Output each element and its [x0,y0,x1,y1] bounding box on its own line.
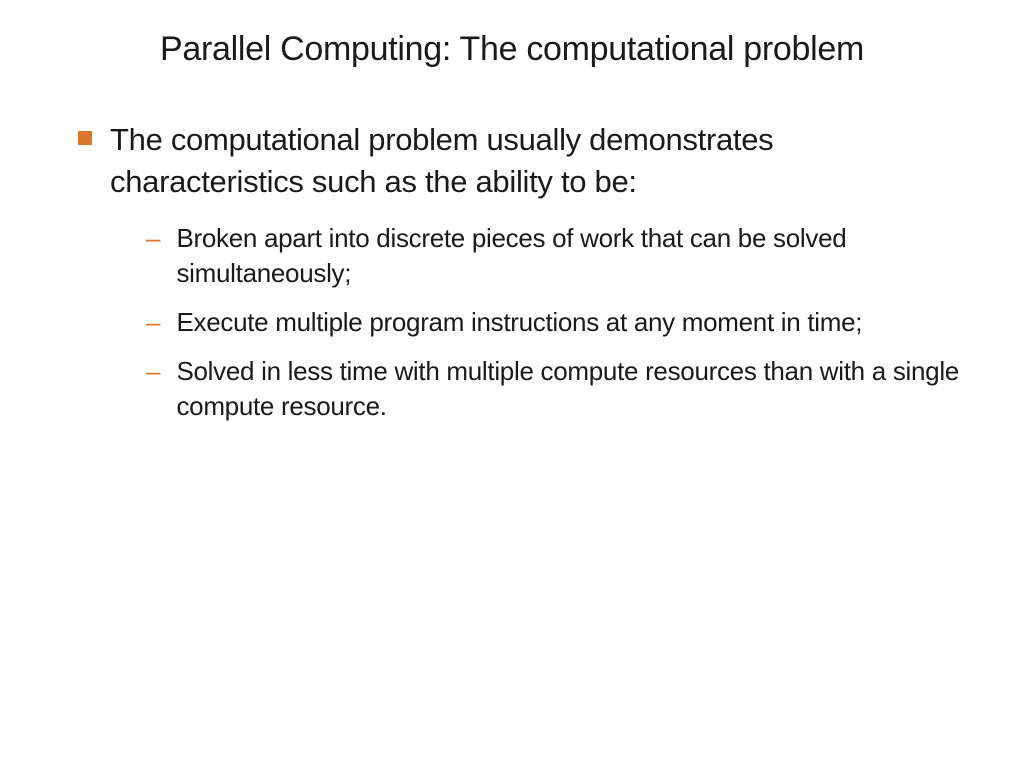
sub-bullet-item: – Solved in less time with multiple comp… [146,354,964,424]
main-bullet-text: The computational problem usually demons… [110,119,964,203]
sub-bullet-text: Broken apart into discrete pieces of wor… [176,221,964,291]
dash-bullet-icon: – [146,221,160,256]
sub-bullet-text: Solved in less time with multiple comput… [176,354,964,424]
square-bullet-icon [78,131,92,145]
dash-bullet-icon: – [146,354,160,389]
sub-bullet-text: Execute multiple program instructions at… [176,305,862,340]
slide-title: Parallel Computing: The computational pr… [60,30,964,69]
slide-container: Parallel Computing: The computational pr… [0,0,1024,768]
dash-bullet-icon: – [146,305,160,340]
main-bullet-item: The computational problem usually demons… [60,119,964,203]
sub-bullet-list: – Broken apart into discrete pieces of w… [60,221,964,424]
sub-bullet-item: – Execute multiple program instructions … [146,305,964,340]
sub-bullet-item: – Broken apart into discrete pieces of w… [146,221,964,291]
